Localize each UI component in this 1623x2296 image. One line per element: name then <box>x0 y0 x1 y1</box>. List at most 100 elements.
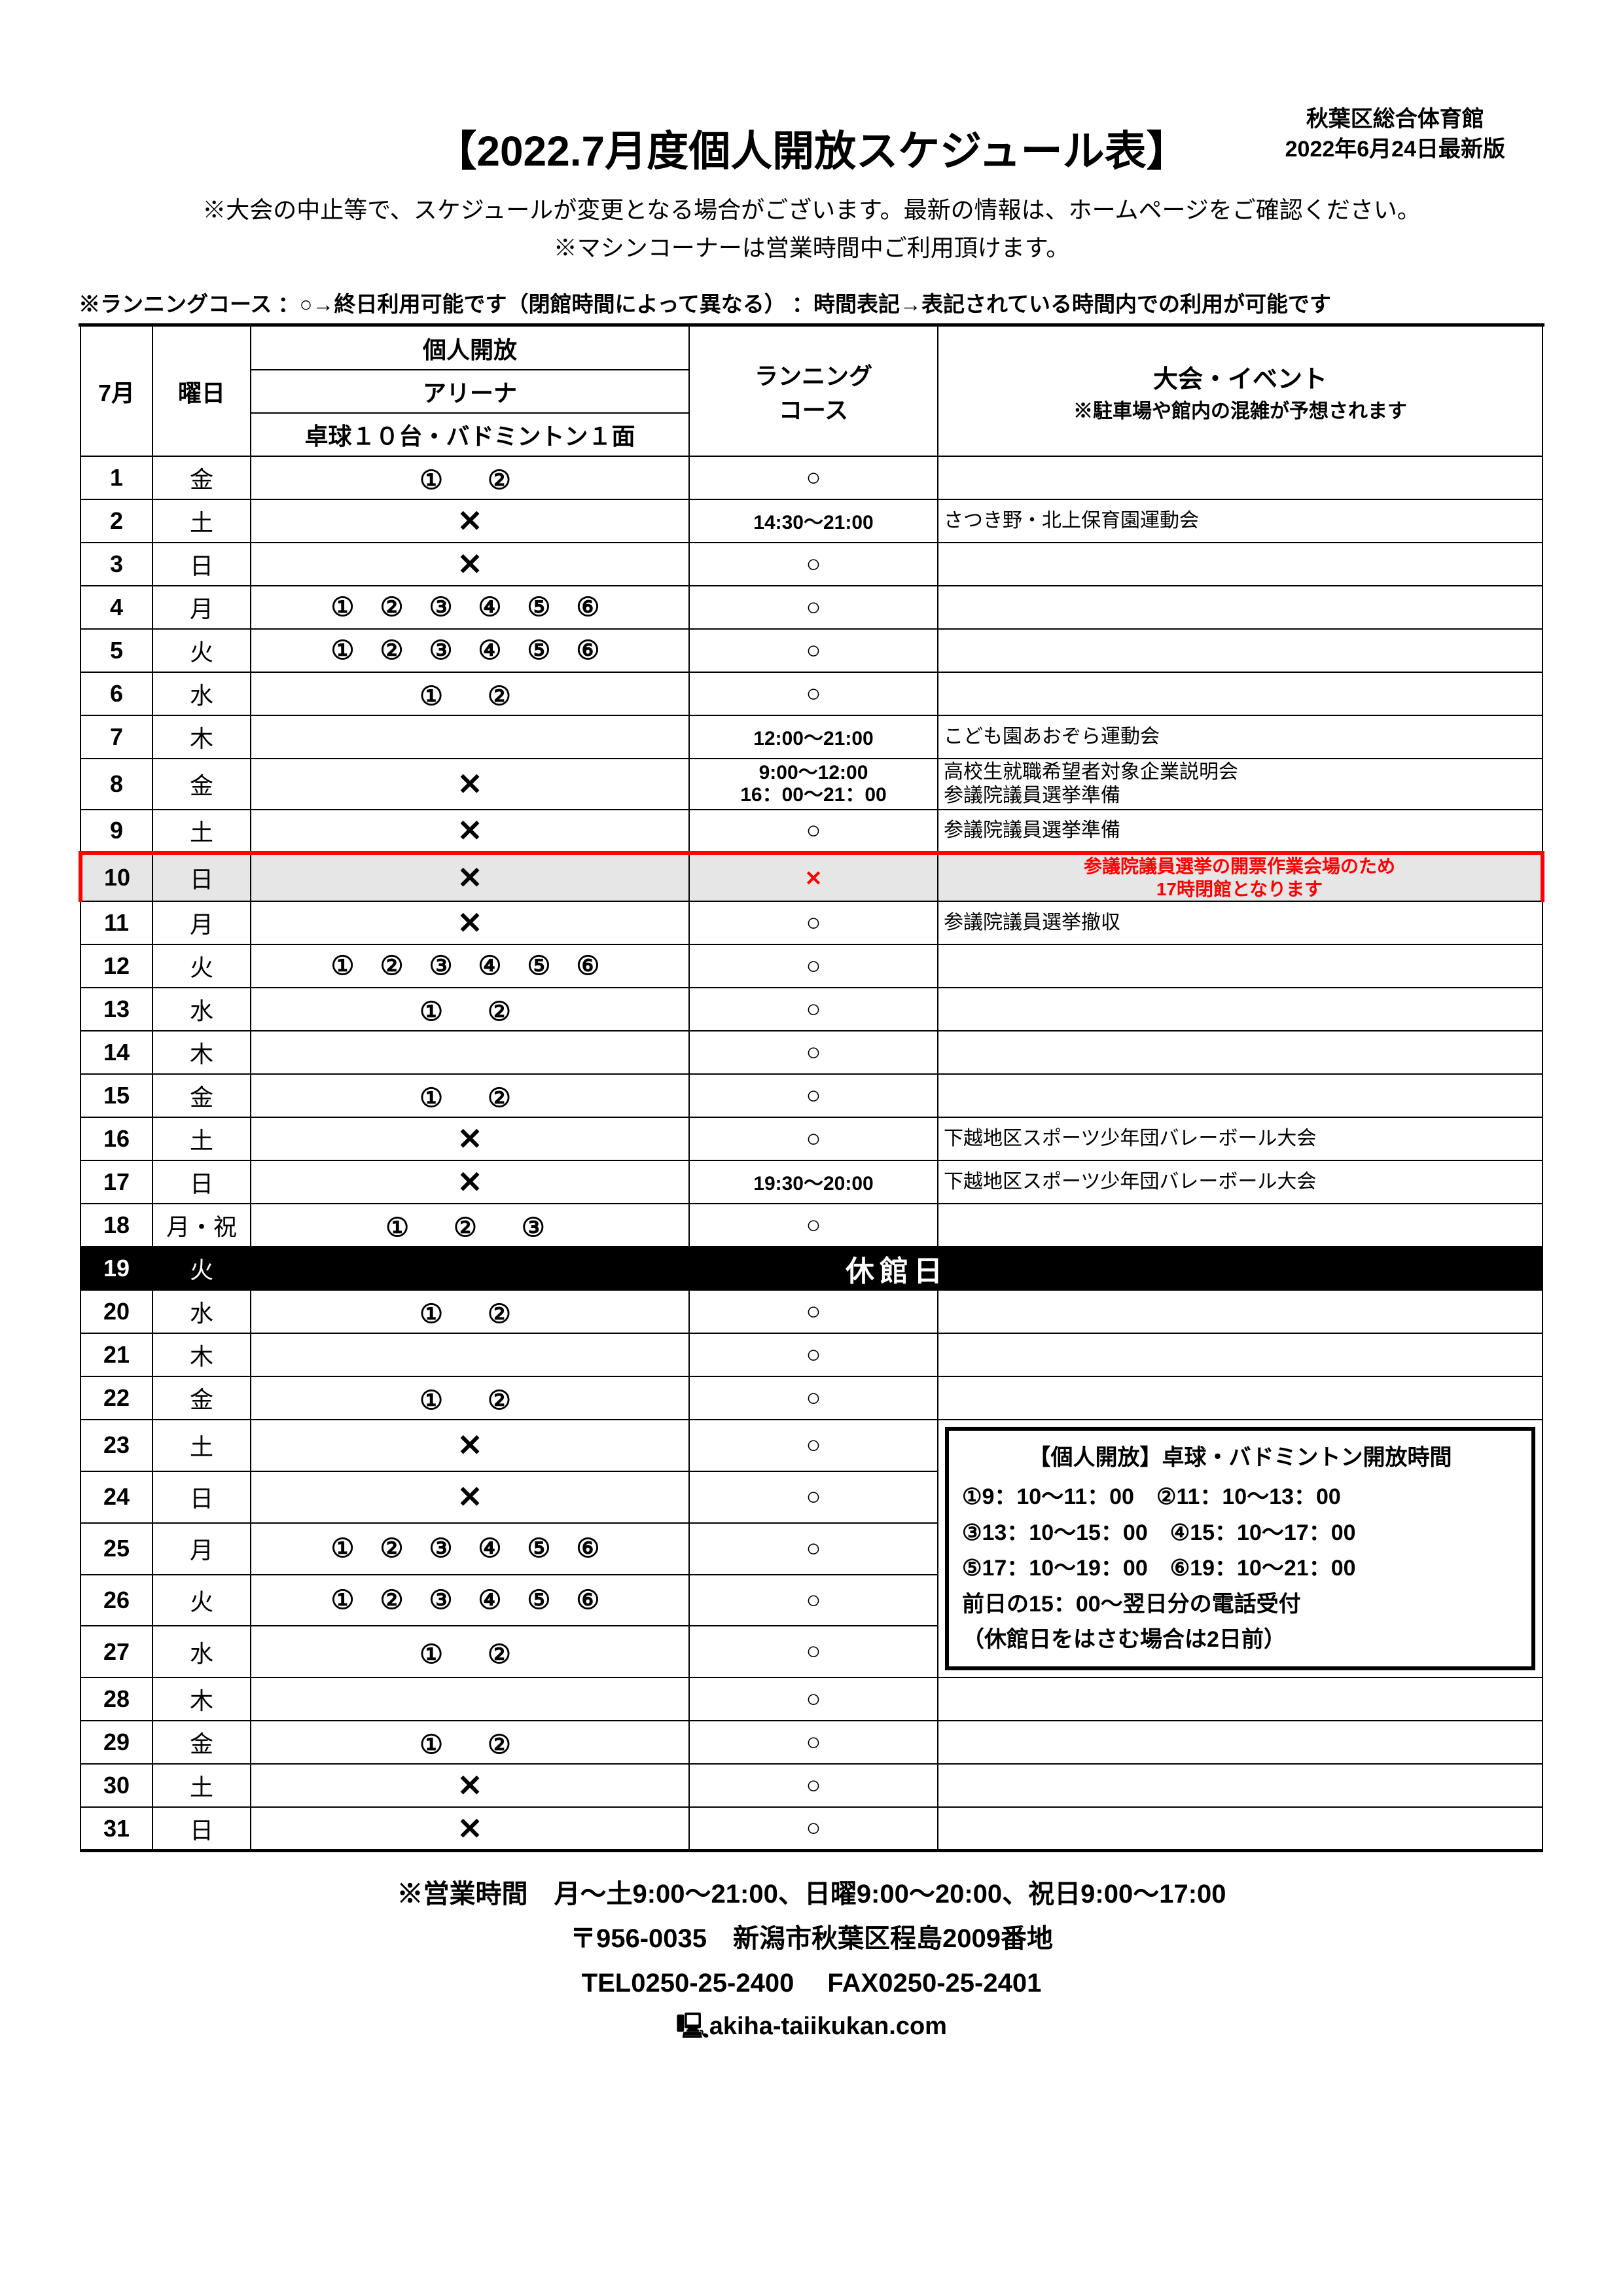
table-row: 2土✕14:30～21:00さつき野・北上保育園運動会 <box>80 499 1543 543</box>
table-row: 20水① ②○ <box>80 1290 1543 1333</box>
circle-icon: ○ <box>806 996 821 1023</box>
hdr-running: ランニング コース <box>689 327 938 456</box>
arena-cell: ① ② <box>251 1721 689 1764</box>
weekday-cell: 月 <box>152 586 251 629</box>
event-cell <box>938 672 1543 715</box>
arena-slots: ① ② <box>419 466 520 495</box>
circle-icon: ○ <box>806 909 821 937</box>
event-cell <box>938 1290 1543 1333</box>
table-row: 15金① ②○ <box>80 1074 1543 1117</box>
hdr-running-1: ランニング <box>690 357 937 391</box>
date-cell: 18 <box>80 1204 152 1247</box>
running-cell: ○ <box>689 1471 938 1523</box>
footer-telfax: TEL0250-25-2400 FAX0250-25-2401 <box>79 1961 1544 2005</box>
circle-icon: ○ <box>806 952 821 980</box>
event-cell <box>938 944 1543 988</box>
table-row: 12火① ② ③ ④ ⑤ ⑥○ <box>80 944 1543 988</box>
running-cell: 14:30～21:00 <box>689 499 938 543</box>
event-cell <box>938 1074 1543 1117</box>
hdr-event: 大会・イベント ※駐車場や館内の混雑が予想されます <box>938 327 1543 456</box>
run-time: 9:00～12:0016：00～21：00 <box>690 762 937 807</box>
hdr-running-2: コース <box>690 391 937 425</box>
arena-cell: ① ② <box>251 1074 689 1117</box>
weekday-cell: 土 <box>152 1117 251 1160</box>
arena-slots: ① ② <box>419 1386 520 1415</box>
table-row: 30土✕○ <box>80 1764 1543 1807</box>
circle-icon: ○ <box>806 1729 821 1756</box>
updated-date: 2022年6月24日最新版 <box>1285 135 1505 165</box>
table-row: 4月① ② ③ ④ ⑤ ⑥○ <box>80 586 1543 629</box>
event-text: 参議院議員選挙準備 <box>938 817 1542 844</box>
event-cell: 参議院議員選挙準備 <box>938 810 1543 853</box>
circle-icon: ○ <box>806 1685 821 1713</box>
info-box-title: 【個人開放】卓球・バドミントン開放時間 <box>962 1440 1518 1475</box>
arena-cell: ✕ <box>251 759 689 810</box>
running-cell: ○ <box>689 1376 938 1420</box>
running-cell: ○ <box>689 944 938 988</box>
date-cell: 4 <box>80 586 152 629</box>
circle-icon: ○ <box>806 1039 821 1066</box>
event-text: 参議院議員選挙撤収 <box>938 910 1542 936</box>
weekday-cell: 土 <box>152 810 251 853</box>
x-mark-icon: ✕ <box>457 767 483 801</box>
weekday-cell: 日 <box>152 853 251 901</box>
table-row: 8金✕9:00～12:0016：00～21：00高校生就職希望者対象企業説明会参… <box>80 759 1543 810</box>
date-cell: 15 <box>80 1074 152 1117</box>
weekday-cell: 火 <box>152 629 251 672</box>
table-row: 21木○ <box>80 1333 1543 1376</box>
red-x-icon: ✕ <box>805 867 823 890</box>
event-cell <box>938 1807 1543 1850</box>
weekday-cell: 木 <box>152 1333 251 1376</box>
event-cell: こども園あおぞら運動会 <box>938 715 1543 759</box>
arena-slots: ① ② <box>419 1731 520 1759</box>
x-mark-icon: ✕ <box>457 814 483 848</box>
table-row: 17日✕19:30～20:00下越地区スポーツ少年団バレーボール大会 <box>80 1160 1543 1204</box>
date-cell: 9 <box>80 810 152 853</box>
x-mark-icon: ✕ <box>457 1480 483 1514</box>
info-line: ①9：10～11：00 ②11：10～13：00 <box>962 1479 1518 1515</box>
weekday-cell: 金 <box>152 1721 251 1764</box>
footer-url: 🖳akiha-taiikukan.com <box>79 2005 1544 2048</box>
event-cell: 下越地区スポーツ少年団バレーボール大会 <box>938 1160 1543 1204</box>
running-cell: ○ <box>689 988 938 1031</box>
top-note-1: ※大会の中止等で、スケジュールが変更となる場合がございます。最新の情報は、ホーム… <box>79 191 1544 225</box>
x-mark-icon: ✕ <box>457 504 483 538</box>
running-cell: ○ <box>689 672 938 715</box>
arena-cell: ① ② ③ ④ ⑤ ⑥ <box>251 944 689 988</box>
running-cell: ○ <box>689 810 938 853</box>
arena-slots: ① ② <box>419 1640 520 1669</box>
event-cell <box>938 586 1543 629</box>
facility-block: 秋葉区総合体育館 2022年6月24日最新版 <box>1285 105 1505 165</box>
table-row: 14木○ <box>80 1031 1543 1074</box>
x-mark-icon: ✕ <box>457 547 483 581</box>
circle-icon: ○ <box>806 1431 821 1459</box>
date-cell: 3 <box>80 543 152 586</box>
date-cell: 21 <box>80 1333 152 1376</box>
arena-cell: ① ② ③ ④ ⑤ ⑥ <box>251 629 689 672</box>
hdr-arena-sub: 卓球１０台・バドミントン１面 <box>251 413 689 456</box>
arena-cell: ✕ <box>251 853 689 901</box>
arena-slots: ① ② <box>419 997 520 1026</box>
running-cell: ○ <box>689 1807 938 1850</box>
table-row: 11月✕○参議院議員選挙撤収 <box>80 901 1543 944</box>
running-cell: ○ <box>689 1764 938 1807</box>
arena-cell: ✕ <box>251 1807 689 1850</box>
run-time: 14:30～21:00 <box>753 512 873 533</box>
arena-cell: ✕ <box>251 901 689 944</box>
event-cell <box>938 456 1543 499</box>
run-time: 12:00～21:00 <box>753 728 873 749</box>
circle-icon: ○ <box>806 1814 821 1842</box>
arena-cell: ✕ <box>251 499 689 543</box>
arena-cell: ① ② <box>251 672 689 715</box>
table-row: 29金① ②○ <box>80 1721 1543 1764</box>
event-cell <box>938 1204 1543 1247</box>
hdr-event-sub: ※駐車場や館内の混雑が予想されます <box>938 395 1542 423</box>
arena-cell: ① ② ③ ④ ⑤ ⑥ <box>251 1523 689 1575</box>
arena-cell: ✕ <box>251 543 689 586</box>
x-mark-icon: ✕ <box>457 1428 483 1462</box>
circle-icon: ○ <box>806 550 821 578</box>
running-cell: ○ <box>689 543 938 586</box>
circle-icon: ○ <box>806 594 821 621</box>
event-cell: さつき野・北上保育園運動会 <box>938 499 1543 543</box>
event-cell: 参議院議員選挙撤収 <box>938 901 1543 944</box>
